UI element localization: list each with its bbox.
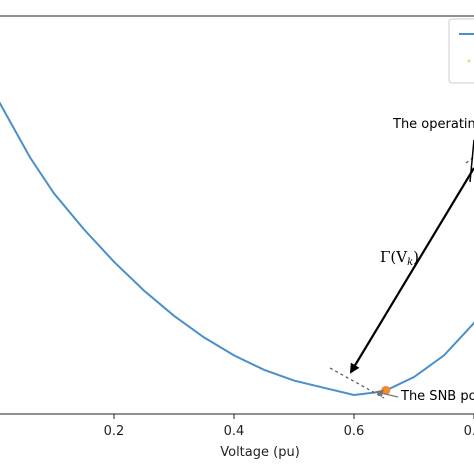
tangent-dashed-line bbox=[329, 367, 385, 399]
gamma-label: Γ(Vk) bbox=[380, 248, 419, 268]
x-axis-label: Voltage (pu) bbox=[220, 445, 300, 460]
snb-annotation-arrow bbox=[375, 389, 399, 398]
x-tick-label: 0.2 bbox=[104, 424, 125, 439]
x-tick-label: 0.4 bbox=[224, 424, 245, 439]
legend-point-swatch bbox=[467, 59, 471, 63]
voltage-curve bbox=[0, 101, 474, 397]
legend-box bbox=[448, 18, 474, 84]
gamma-label-close: ) bbox=[413, 248, 419, 266]
x-tick-label: 0.8 bbox=[464, 424, 474, 439]
gamma-label-main: Γ(V bbox=[380, 248, 408, 266]
snb-point-label: The SNB po bbox=[400, 389, 474, 404]
x-ticks: 0.2 0.4 0.6 0.8 bbox=[104, 414, 474, 439]
gamma-label-sub: k bbox=[407, 257, 413, 268]
x-tick-label: 0.6 bbox=[344, 424, 365, 439]
gamma-arrow bbox=[349, 167, 474, 374]
plot-frame bbox=[0, 15, 474, 415]
operating-arrow bbox=[469, 139, 474, 183]
operating-point-label: The operating bbox=[392, 117, 474, 132]
